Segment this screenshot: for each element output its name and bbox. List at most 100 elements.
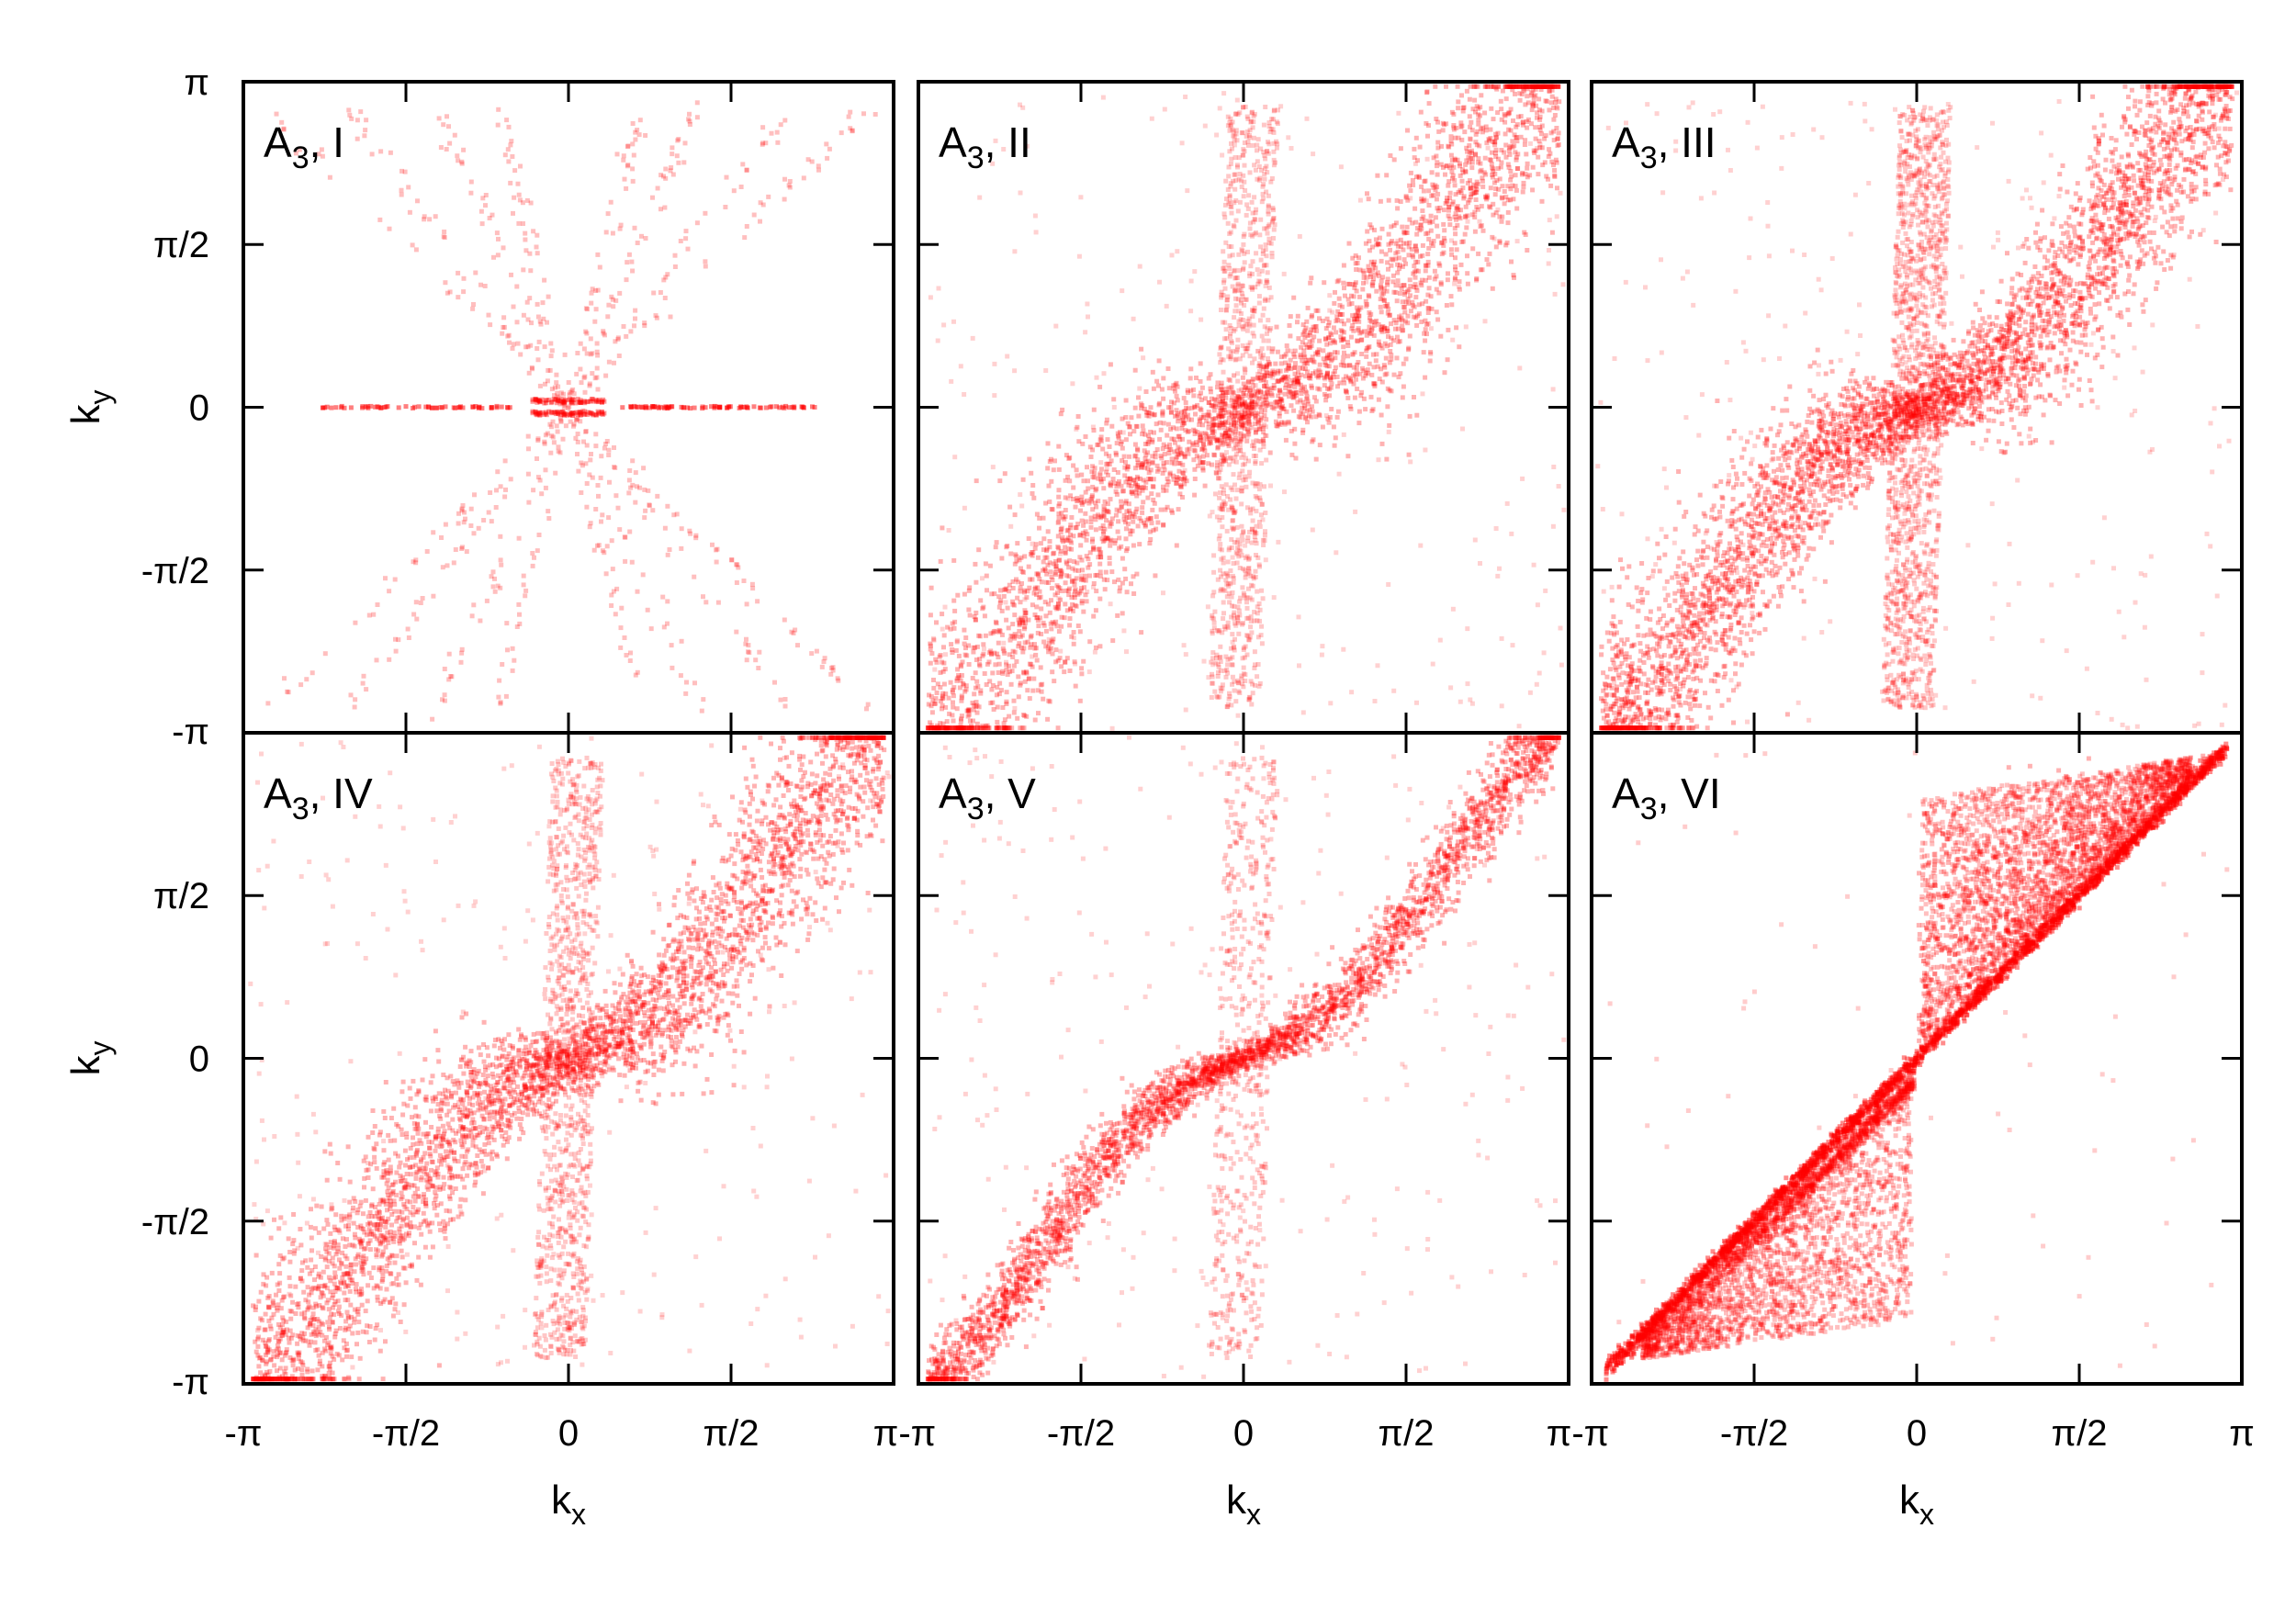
scatter-point	[1466, 200, 1470, 206]
scatter-point	[1438, 162, 1444, 167]
scatter-point	[992, 591, 997, 597]
scatter-point	[1066, 574, 1072, 579]
scatter-point	[758, 405, 763, 410]
scatter-point	[1355, 387, 1360, 391]
scatter-point	[1102, 507, 1108, 512]
scatter-point	[1211, 616, 1217, 622]
scatter-point	[1514, 84, 1519, 89]
scatter-point	[1240, 343, 1245, 348]
scatter-point	[535, 411, 541, 417]
scatter-point	[523, 593, 528, 599]
scatter-point	[1088, 497, 1094, 502]
scatter-point	[1056, 503, 1062, 509]
scatter-point	[1537, 107, 1542, 113]
scatter-point	[624, 653, 629, 657]
scatter-point	[1490, 174, 1495, 180]
scatter-point	[1274, 423, 1279, 429]
scatter-point	[1358, 338, 1364, 343]
scatter-point	[1539, 108, 1545, 114]
scatter-point	[1051, 636, 1056, 642]
scatter-point	[734, 562, 739, 568]
scatter-point	[383, 576, 388, 581]
scatter-point	[1256, 300, 1262, 306]
scatter-point	[471, 602, 477, 608]
scatter-point	[1002, 725, 1007, 731]
scatter-point	[998, 598, 1004, 603]
scatter-point	[1026, 564, 1031, 569]
scatter-point	[442, 235, 447, 241]
scatter-point	[1090, 447, 1096, 453]
scatter-point	[1008, 634, 1014, 638]
scatter-point	[670, 145, 675, 151]
scatter-point	[1233, 496, 1239, 501]
scatter-point	[1079, 577, 1084, 582]
scatter-point	[1372, 322, 1377, 328]
scatter-point	[1412, 146, 1417, 152]
scatter-point	[1525, 100, 1531, 106]
scatter-point	[1205, 412, 1210, 418]
scatter-point	[1261, 264, 1266, 268]
scatter-point	[782, 118, 788, 123]
scatter-point	[1464, 225, 1469, 230]
scatter-point	[1479, 167, 1484, 173]
scatter-point	[1104, 461, 1109, 466]
scatter-point	[1424, 322, 1429, 327]
scatter-point	[1503, 131, 1508, 137]
scatter-point	[1266, 362, 1272, 367]
scatter-point	[1055, 657, 1061, 663]
scatter-point	[549, 433, 555, 439]
scatter-point	[1217, 410, 1222, 416]
scatter-point	[1521, 84, 1526, 89]
scatter-point	[1316, 373, 1322, 378]
scatter-point	[1266, 387, 1271, 391]
scatter-point	[608, 199, 613, 205]
scatter-point	[1143, 459, 1149, 465]
scatter-point	[932, 725, 938, 731]
scatter-point	[1044, 555, 1050, 560]
scatter-point	[561, 412, 567, 418]
scatter-point	[1185, 390, 1190, 395]
scatter-point	[1204, 418, 1210, 423]
scatter-point	[1457, 287, 1462, 292]
scatter-point	[1243, 188, 1248, 193]
scatter-point	[1056, 545, 1062, 551]
scatter-point	[655, 185, 660, 191]
scatter-point	[1181, 409, 1187, 414]
scatter-point	[1213, 398, 1219, 403]
scatter-point	[978, 688, 984, 693]
scatter-point	[1277, 399, 1282, 405]
scatter-point	[530, 397, 535, 402]
scatter-point	[1132, 405, 1138, 410]
scatter-point	[1025, 639, 1030, 645]
scatter-point	[1053, 572, 1059, 578]
scatter-point	[495, 122, 501, 128]
scatter-point	[1049, 638, 1054, 644]
scatter-point	[588, 399, 593, 404]
scatter-point	[971, 707, 976, 713]
scatter-point	[1112, 538, 1118, 544]
scatter-point	[1522, 142, 1527, 147]
scatter-point	[1423, 318, 1428, 323]
scatter-point	[1098, 525, 1104, 531]
scatter-point	[1379, 345, 1385, 351]
scatter-point	[1180, 436, 1185, 442]
scatter-point	[1469, 151, 1474, 156]
scatter-point	[1252, 405, 1257, 410]
scatter-point	[446, 677, 452, 682]
scatter-point	[613, 612, 618, 617]
scatter-point	[1030, 490, 1035, 496]
scatter-point	[958, 725, 963, 731]
scatter-point	[1361, 280, 1366, 286]
scatter-point	[1382, 341, 1388, 346]
scatter-point	[996, 670, 1001, 675]
scatter-point	[1435, 160, 1440, 165]
scatter-point	[1043, 500, 1049, 506]
scatter-point	[1507, 84, 1512, 89]
scatter-point	[1555, 137, 1560, 141]
scatter-point	[835, 676, 840, 681]
scatter-point	[941, 633, 947, 638]
scatter-point	[1342, 330, 1346, 335]
scatter-point	[653, 313, 658, 319]
scatter-point	[986, 725, 992, 731]
scatter-point	[602, 445, 607, 451]
